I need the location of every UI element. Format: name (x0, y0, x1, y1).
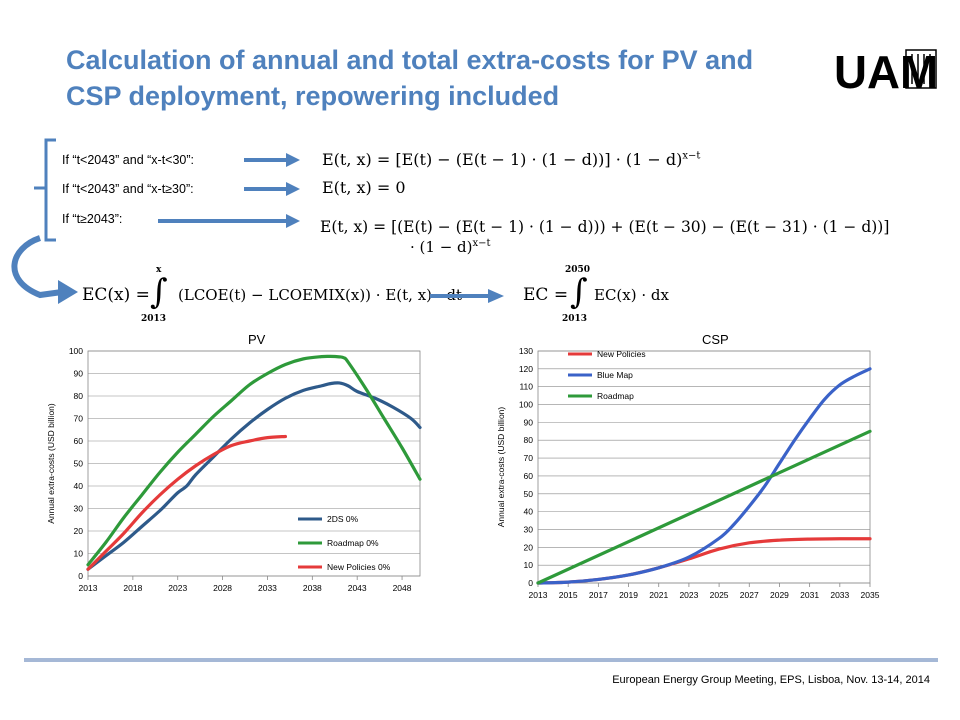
y-tick-label: 10 (74, 549, 84, 559)
equation-3: E(t, x) = [(E(t) − (E(t − 1) · (1 − d)))… (320, 218, 890, 236)
x-tick-label: 2013 (79, 583, 98, 593)
y-tick-label: 70 (74, 414, 84, 424)
bracket (44, 138, 56, 242)
x-tick-label: 2023 (679, 590, 698, 600)
y-tick-label: 30 (524, 524, 534, 534)
integral-2-lhs: EC = (523, 285, 569, 305)
y-tick-label: 0 (528, 578, 533, 588)
x-tick-label: 2018 (123, 583, 142, 593)
integral-arrow (430, 289, 504, 303)
integral-2-integrand: EC(x) · dx (594, 286, 669, 304)
integral-2-upper: 2050 (565, 265, 591, 275)
x-tick-label: 2015 (559, 590, 578, 600)
y-tick-label: 30 (74, 504, 84, 514)
slide-title: Calculation of annual and total extra-co… (66, 42, 806, 114)
flow-arrows (11, 138, 300, 304)
legend-label: Roadmap 0% (327, 538, 379, 548)
integral-1-sign: ∫ (150, 272, 168, 312)
equation-1-body: E(t, x) = [E(t) − (E(t − 1) · (1 − d))] … (322, 150, 683, 169)
x-tick-label: 2028 (213, 583, 232, 593)
series-line-2ds-0- (86, 381, 422, 571)
y-tick-label: 80 (524, 435, 534, 445)
y-tick-label: 0 (78, 571, 83, 581)
curved-arrow (11, 235, 63, 299)
y-tick-label: 100 (519, 400, 533, 410)
y-tick-label: 20 (74, 526, 84, 536)
plot-area (537, 350, 871, 584)
y-tick-label: 130 (519, 346, 533, 356)
equation-3-line-2-body: · (1 − d) (410, 238, 473, 256)
y-tick-label: 20 (524, 542, 534, 552)
csp-chart-title: CSP (702, 332, 729, 347)
x-tick-label: 2038 (303, 583, 322, 593)
x-tick-label: 2023 (168, 583, 187, 593)
series-line-new-policies-0- (86, 434, 288, 571)
y-tick-label: 40 (74, 481, 84, 491)
y-axis-label: Annual extra-costs (USD billion) (48, 403, 56, 524)
series-line-roadmap-0- (86, 354, 422, 567)
equation-3-line-2: · (1 − d)x−t (410, 238, 491, 256)
x-tick-label: 2033 (830, 590, 849, 600)
x-tick-label: 2029 (770, 590, 789, 600)
integral-2-lower: 2013 (562, 314, 588, 324)
condition-3-label: If “t≥2043”: (62, 212, 123, 226)
slide-title-line-2: CSP deployment, repowering included (66, 81, 560, 111)
footer-rule (24, 658, 938, 662)
legend-label: New Policies 0% (327, 562, 391, 572)
x-tick-label: 2025 (710, 590, 729, 600)
x-tick-label: 2035 (861, 590, 880, 600)
y-tick-label: 90 (74, 369, 84, 379)
x-tick-label: 2048 (393, 583, 412, 593)
legend-label: Roadmap (597, 391, 634, 401)
condition-1-label: If “t<2043” and “x-t<30”: (62, 153, 195, 167)
integral-1-upper: x (156, 265, 162, 275)
y-tick-label: 80 (74, 391, 84, 401)
pv-chart-title: PV (248, 332, 266, 347)
y-tick-label: 100 (69, 346, 83, 356)
legend-label: Blue Map (597, 370, 633, 380)
y-tick-label: 60 (524, 471, 534, 481)
series-line-blue-map (536, 367, 872, 585)
y-tick-label: 70 (524, 453, 534, 463)
equation-1-exponent: x−t (682, 150, 701, 162)
series-line-roadmap (536, 429, 872, 585)
integral-1-integrand: (LCOE(t) − LCOEMIX(x)) · E(t, x) · dt (178, 286, 462, 304)
y-tick-label: 10 (524, 560, 534, 570)
equation-3-exponent: x−t (472, 238, 491, 249)
y-tick-label: 90 (524, 417, 534, 427)
y-tick-label: 50 (524, 489, 534, 499)
x-tick-label: 2021 (649, 590, 668, 600)
legend-label: 2DS 0% (327, 514, 359, 524)
x-tick-label: 2013 (529, 590, 548, 600)
y-tick-label: 110 (519, 382, 533, 392)
integral-1-lhs: EC(x) = (82, 285, 150, 305)
condition-2-label: If “t<2043” and “x-t≥30”: (62, 182, 194, 196)
uam-logo: UAM (834, 46, 938, 94)
footer-text: European Energy Group Meeting, EPS, Lisb… (612, 674, 930, 686)
x-tick-label: 2019 (619, 590, 638, 600)
x-tick-label: 2031 (800, 590, 819, 600)
x-tick-label: 2027 (740, 590, 759, 600)
x-tick-label: 2043 (348, 583, 367, 593)
y-tick-label: 50 (74, 459, 84, 469)
x-tick-label: 2033 (258, 583, 277, 593)
curved-arrow-head (58, 280, 78, 304)
csp-chart: 0 10 20 30 40 50 60 70 80 90 100 110 120 130 2013 2015 2… (496, 346, 880, 600)
y-tick-label: 60 (74, 436, 84, 446)
y-axis-label: Annual extra-costs (USD billion) (496, 407, 506, 528)
uam-logo-text: UAM (834, 46, 938, 94)
y-tick-label: 40 (524, 507, 534, 517)
integral-2-sign: ∫ (570, 272, 588, 312)
x-tick-label: 2017 (589, 590, 608, 600)
legend-label: New Policies (597, 349, 646, 359)
equation-2: E(t, x) = 0 (322, 178, 406, 197)
slide-title-line-1: Calculation of annual and total extra-co… (66, 45, 754, 75)
equation-1: E(t, x) = [E(t) − (E(t − 1) · (1 − d))] … (322, 150, 700, 169)
pv-chart: 0 10 20 30 40 50 60 70 80 90 100 2013 2018 2023 2028 20… (48, 346, 422, 593)
integral-1-lower: 2013 (141, 314, 167, 324)
y-tick-label: 120 (519, 364, 533, 374)
